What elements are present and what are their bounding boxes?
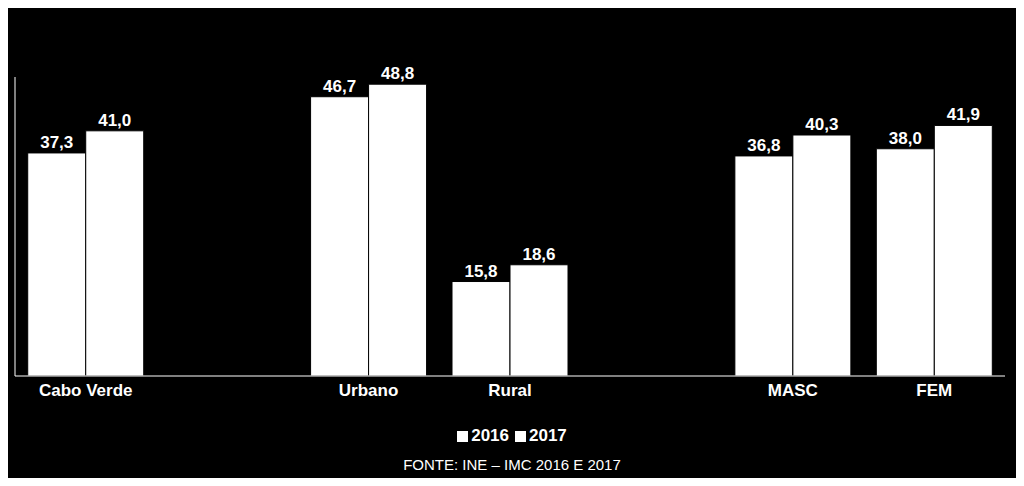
svg-text:Rural: Rural (488, 381, 531, 400)
svg-text:40,3: 40,3 (805, 115, 838, 134)
svg-text:46,7: 46,7 (323, 77, 356, 96)
svg-text:36,8: 36,8 (747, 136, 780, 155)
svg-text:Urbano: Urbano (339, 381, 399, 400)
svg-text:FEM: FEM (916, 381, 952, 400)
svg-text:37,3: 37,3 (40, 133, 73, 152)
html-text:FONTE: INE – IMC 2016 E 2017: FONTE: INE – IMC 2016 E 2017 (403, 456, 621, 473)
svg-text:15,8: 15,8 (464, 262, 497, 281)
html-text:2016: 2016 (471, 426, 509, 445)
svg-text:38,0: 38,0 (889, 129, 922, 148)
svg-text:41,0: 41,0 (98, 111, 131, 130)
svg-text:MASC: MASC (768, 381, 818, 400)
svg-text:Cabo Verde: Cabo Verde (39, 381, 133, 400)
svg-text:41,9: 41,9 (947, 105, 980, 124)
svg-text:18,6: 18,6 (522, 245, 555, 264)
html-text:2017: 2017 (529, 426, 567, 445)
svg-text:48,8: 48,8 (381, 64, 414, 83)
